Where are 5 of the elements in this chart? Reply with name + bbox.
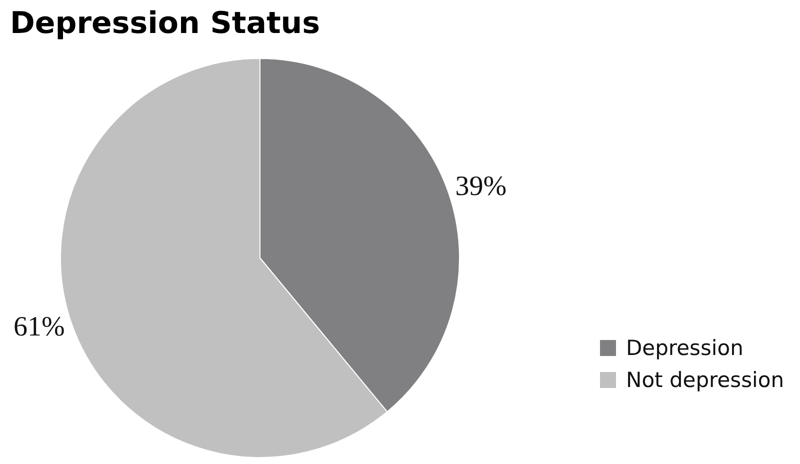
chart-title: Depression Status xyxy=(10,6,322,41)
data-label: 39% xyxy=(455,171,507,202)
data-label: 61% xyxy=(13,312,65,343)
legend-label: Not depression xyxy=(626,368,784,392)
legend-label: Depression xyxy=(626,336,744,360)
